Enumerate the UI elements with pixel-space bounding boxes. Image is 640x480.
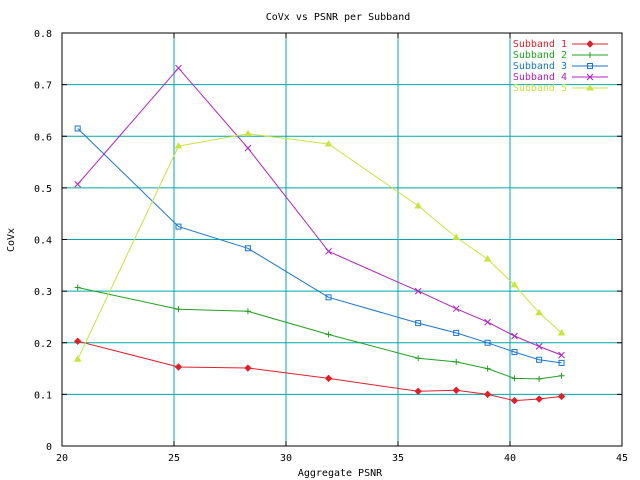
data-point-plus xyxy=(175,306,182,313)
grid-lines xyxy=(62,33,622,446)
x-tick-label: 25 xyxy=(168,453,180,464)
data-point-diamond xyxy=(452,386,460,394)
data-point-plus xyxy=(587,52,593,58)
data-point-cross xyxy=(558,351,565,359)
x-tick-label: 20 xyxy=(56,453,68,464)
chart-title: CoVx vs PSNR per Subband xyxy=(266,12,411,23)
data-point-plus xyxy=(74,284,81,291)
series-1 xyxy=(73,337,566,405)
y-tick-label: 0.6 xyxy=(34,132,52,143)
data-point-triangle xyxy=(586,84,594,91)
data-point-cross xyxy=(535,343,543,350)
series-line xyxy=(77,340,562,402)
y-tick-label: 0.4 xyxy=(34,236,52,247)
data-point-diamond xyxy=(586,40,594,48)
data-point-square xyxy=(484,339,491,346)
x-tick-label: 35 xyxy=(392,453,404,464)
legend-label: Subband 1 xyxy=(513,39,567,50)
data-point-diamond xyxy=(73,337,82,345)
data-point-square xyxy=(511,349,518,356)
y-tick-label: 0.2 xyxy=(34,339,52,350)
data-point-plus xyxy=(325,331,332,338)
data-point-cross xyxy=(325,248,332,255)
legend-label: Subband 5 xyxy=(513,83,567,94)
data-point-cross xyxy=(452,305,460,313)
x-tick-label: 30 xyxy=(280,453,292,464)
data-point-diamond xyxy=(244,364,252,372)
series-3 xyxy=(74,125,565,366)
data-point-square xyxy=(536,356,543,363)
y-tick-label: 0.1 xyxy=(34,390,52,401)
data-point-square xyxy=(175,223,182,230)
y-tick-label: 0.8 xyxy=(34,29,52,40)
data-point-triangle xyxy=(244,129,252,137)
x-tick-label: 45 xyxy=(616,453,628,464)
data-point-square xyxy=(244,245,251,252)
data-point-plus xyxy=(484,365,491,372)
axis-ticks: 20 25 30 35 40 45 0 0.1 0.2 0.3 0.4 0.5 0.6 0.7 0.8 xyxy=(34,29,628,464)
y-tick-label: 0 xyxy=(46,442,52,453)
series-line xyxy=(77,287,562,380)
legend-label: Subband 4 xyxy=(513,72,567,83)
series-2 xyxy=(74,284,565,382)
series-group xyxy=(73,64,566,405)
data-point-triangle xyxy=(483,255,492,262)
data-point-triangle xyxy=(452,233,461,240)
legend-label: Subband 2 xyxy=(513,50,567,61)
data-point-cross xyxy=(484,318,491,326)
data-point-triangle xyxy=(73,355,82,362)
data-point-diamond xyxy=(414,387,422,395)
data-point-diamond xyxy=(483,390,492,399)
data-point-triangle xyxy=(535,308,544,316)
data-point-cross xyxy=(74,180,82,188)
data-point-triangle xyxy=(324,140,333,147)
data-point-plus xyxy=(511,375,518,382)
data-point-square xyxy=(415,320,422,327)
data-point-square xyxy=(587,63,593,69)
data-point-cross xyxy=(414,287,422,295)
series-4 xyxy=(74,64,565,359)
series-5 xyxy=(73,129,566,362)
x-tick-label: 40 xyxy=(504,453,516,464)
series-line xyxy=(77,133,562,360)
data-point-cross xyxy=(244,144,252,152)
data-point-plus xyxy=(244,308,251,315)
data-point-diamond xyxy=(557,392,566,401)
data-point-triangle xyxy=(557,328,566,336)
y-axis-label: CoVx xyxy=(6,228,17,252)
data-point-triangle xyxy=(174,142,183,149)
data-point-diamond xyxy=(324,374,333,383)
data-point-diamond xyxy=(174,363,183,371)
data-point-cross xyxy=(511,332,518,340)
data-point-diamond xyxy=(510,396,519,405)
data-point-square xyxy=(325,294,332,301)
y-tick-label: 0.7 xyxy=(34,81,52,92)
data-point-square xyxy=(558,359,565,366)
x-axis-label: Aggregate PSNR xyxy=(298,468,383,479)
data-point-cross xyxy=(175,64,182,72)
y-tick-label: 0.5 xyxy=(34,184,52,195)
data-point-plus xyxy=(558,372,565,379)
data-point-square xyxy=(74,125,81,132)
data-point-diamond xyxy=(535,395,543,403)
legend-label: Subband 3 xyxy=(513,61,567,72)
data-point-cross xyxy=(586,73,594,81)
y-tick-label: 0.3 xyxy=(34,287,52,298)
series-line xyxy=(77,67,562,356)
data-point-plus xyxy=(536,375,543,382)
series-line xyxy=(77,128,562,364)
data-point-square xyxy=(453,329,460,336)
data-point-triangle xyxy=(510,280,519,288)
data-point-plus xyxy=(453,358,460,365)
data-point-triangle xyxy=(414,201,423,209)
data-point-plus xyxy=(415,355,422,362)
